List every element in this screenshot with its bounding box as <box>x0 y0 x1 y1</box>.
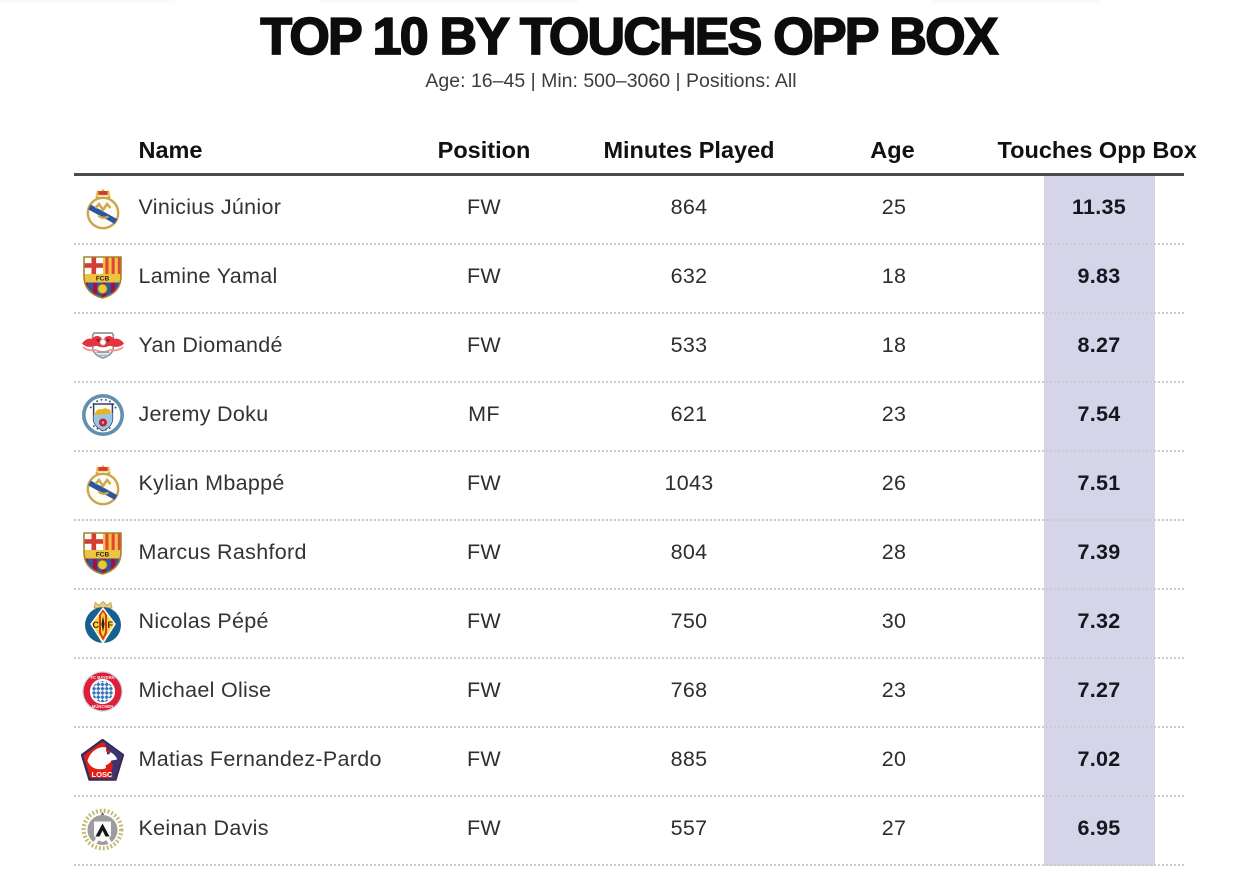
svg-text:LOSC: LOSC <box>91 770 113 779</box>
svg-text:C: C <box>92 620 99 630</box>
svg-text:F: F <box>107 620 113 630</box>
svg-text:MÜNCHEN: MÜNCHEN <box>92 704 113 709</box>
svg-text:FCB: FCB <box>96 276 110 283</box>
svg-text:FC BAYERN: FC BAYERN <box>90 674 114 679</box>
svg-text:FCB: FCB <box>96 552 110 559</box>
